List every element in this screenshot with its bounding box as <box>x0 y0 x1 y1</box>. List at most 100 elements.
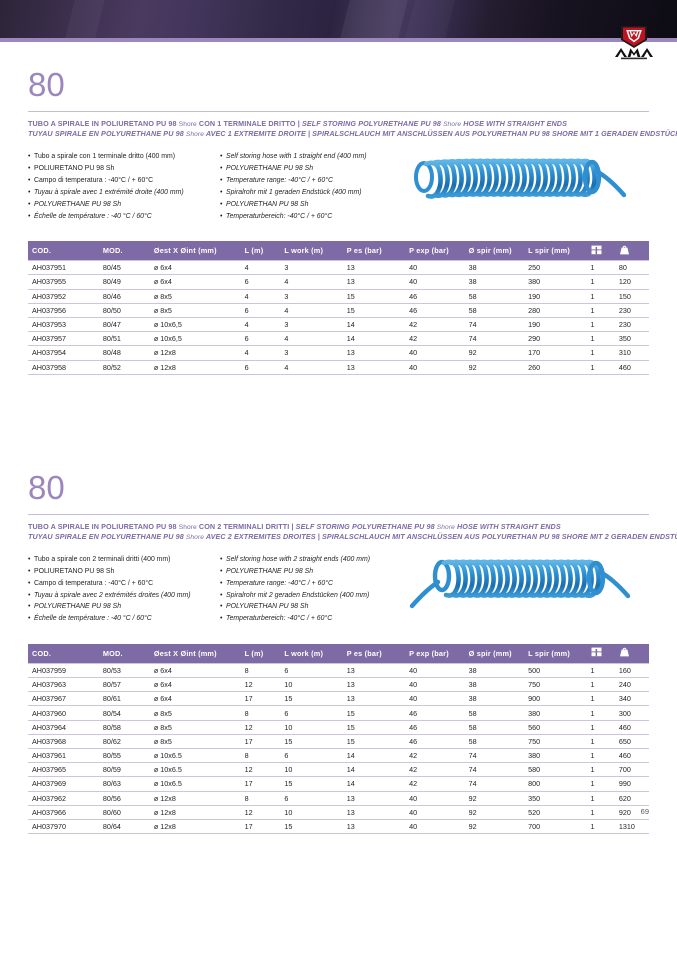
col-mod: MOD. <box>98 643 150 664</box>
title-en: SELF STORING POLYURETHANE PU 98 <box>295 521 437 531</box>
cell-cod: AH037963 <box>28 677 99 693</box>
cell-pexp: 40 <box>405 274 465 290</box>
title-divider <box>28 513 649 515</box>
cell-mod: 80/47 <box>98 317 150 333</box>
cell-mod: 80/63 <box>98 776 150 792</box>
feature-text: Spiralrohr mit 1 geraden Endstück (400 m… <box>226 188 362 196</box>
cell-weight: 230 <box>614 317 649 333</box>
feature-text: Échelle de température : -40 °C / 60°C <box>34 212 152 220</box>
col-lwork: L work (m) <box>280 643 343 664</box>
cell-weight: 350 <box>614 331 649 347</box>
features-column-right: • Self storing hose with 2 straight ends … <box>220 554 435 628</box>
table-row: AH037955 80/49 ø 6x4 6 4 13 40 38 380 1 120 <box>28 274 649 290</box>
cell-box-qty: 1 <box>586 260 615 276</box>
cell-box-qty: 1 <box>586 720 615 735</box>
cell-weight: 300 <box>614 705 649 721</box>
cell-diameter: ø 6x4 <box>149 691 241 707</box>
table-row: AH037958 80/52 ø 12x8 6 4 13 40 92 260 1 460 <box>28 360 649 375</box>
cell-box-qty: 1 <box>586 776 615 792</box>
feature-text: POLYURETHANE PU 98 Sh <box>226 567 314 575</box>
cell-diameter: ø 6x4 <box>149 274 241 290</box>
cell-pexp: 40 <box>405 691 465 707</box>
title-it-tail: CON 1 TERMINALE DRITTO <box>196 119 296 128</box>
title-fr-tail: AVEC 1 EXTREMITE DROITE <box>204 129 306 139</box>
cell-weight: 160 <box>614 662 649 679</box>
feature-text: POLYURETHAN PU 98 Sh <box>226 603 309 611</box>
cell-pexp: 46 <box>405 303 465 318</box>
cell-pexp: 46 <box>405 705 465 721</box>
cell-lspir: 700 <box>524 819 587 835</box>
section-titles: TUBO A SPIRALE IN POLIURETANO PU 98 Shor… <box>28 521 677 542</box>
cell-diameter: ø 8x5 <box>149 734 241 750</box>
cell-mod: 80/48 <box>98 345 150 361</box>
cell-pexp: 46 <box>405 289 465 304</box>
cell-box-qty: 1 <box>586 734 615 750</box>
cell-weight: 230 <box>614 303 649 318</box>
col-diameter: Øest X Øint (mm) <box>149 643 241 664</box>
cell-cod: AH037955 <box>28 274 99 290</box>
cell-box-qty: 1 <box>586 317 615 333</box>
cell-mod: 80/51 <box>98 331 150 347</box>
feature-text: POLYURETHANE PU 98 Sh <box>34 603 122 611</box>
feature-item: • POLYURETHANE PU 98 Sh <box>220 165 314 173</box>
cell-lspir: 250 <box>524 260 587 276</box>
header-row: COD. MOD. Øest X Øint (mm) L (m) L work … <box>28 241 649 261</box>
cell-length: 12 <box>240 762 281 778</box>
cell-pexp: 46 <box>405 720 465 735</box>
feature-text: Campo di temperatura : -40°C / + 60°C <box>34 579 154 587</box>
cell-pes: 13 <box>342 260 406 276</box>
cell-mod: 80/56 <box>98 791 150 806</box>
cell-diameter: ø 8x5 <box>149 720 241 735</box>
feature-item: • POLIURETANO PU 98 Sh <box>28 567 115 575</box>
cell-diameter: ø 10x6.5 <box>149 748 241 764</box>
title-divider <box>28 111 649 112</box>
cell-diameter: ø 12x8 <box>149 791 241 806</box>
cell-cod: AH037954 <box>28 345 99 361</box>
weight-icon <box>619 245 630 255</box>
cell-diameter: ø 8x5 <box>149 289 241 304</box>
title-it: TUBO A SPIRALE IN POLIURETANO PU 98 <box>28 119 179 128</box>
col-weight-icon <box>614 241 649 261</box>
cell-box-qty: 1 <box>586 791 615 806</box>
col-cod: COD. <box>28 241 99 261</box>
box-icon <box>591 245 602 255</box>
table-row: AH037954 80/48 ø 12x8 4 3 13 40 92 170 1 310 <box>28 345 649 361</box>
table-row: AH037951 80/45 ø 6x4 4 3 13 40 38 250 1 80 <box>28 260 649 276</box>
box-icon <box>591 647 602 657</box>
ama-logo <box>613 26 655 60</box>
cell-cod: AH037970 <box>28 819 99 835</box>
cell-pes: 13 <box>342 345 406 361</box>
cell-dspir: 92 <box>464 345 525 361</box>
cell-lwork: 15 <box>280 691 343 707</box>
title-separator: | <box>295 119 302 128</box>
cell-lwork: 3 <box>280 345 343 361</box>
table-row: AH037968 80/62 ø 8x5 17 15 15 46 58 750 1 650 <box>28 734 649 750</box>
cell-mod: 80/46 <box>98 289 150 304</box>
cell-lspir: 190 <box>524 317 587 333</box>
cell-cod: AH037968 <box>28 734 99 750</box>
cell-cod: AH037961 <box>28 748 99 764</box>
table-row: AH037965 80/59 ø 10x6.5 12 10 14 42 74 580 1 700 <box>28 762 649 778</box>
title-line-2: TUYAU SPIRALE EN POLYURETHANE PU 98 Shor… <box>28 129 677 139</box>
cell-lwork: 4 <box>280 360 343 375</box>
feature-item: • Temperaturbereich: -40°C / + 60°C <box>220 212 333 220</box>
feature-text: POLYURETHANE PU 98 Sh <box>34 200 122 208</box>
cell-dspir: 58 <box>464 705 525 721</box>
cell-lspir: 750 <box>524 734 587 750</box>
cell-length: 17 <box>240 776 281 792</box>
feature-item: • Tubo a spirale con 1 terminale dritto (… <box>28 153 176 161</box>
cell-lwork: 6 <box>280 705 343 721</box>
cell-cod: AH037958 <box>28 360 99 375</box>
cell-box-qty: 1 <box>586 345 615 361</box>
cell-length: 6 <box>240 303 281 318</box>
col-length: L (m) <box>240 643 281 664</box>
cell-pexp: 40 <box>405 677 465 693</box>
cell-cod: AH037965 <box>28 762 99 778</box>
cell-dspir: 38 <box>464 691 525 707</box>
feature-item: • POLYURETHANE PU 98 Sh <box>220 567 314 575</box>
table-row: AH037956 80/50 ø 8x5 6 4 15 46 58 280 1 230 <box>28 303 649 318</box>
cell-lspir: 170 <box>524 345 587 361</box>
cell-mod: 80/54 <box>98 705 150 721</box>
cell-pes: 15 <box>342 734 406 750</box>
feature-item: • Temperature range: -40°C / + 60°C <box>220 579 333 587</box>
